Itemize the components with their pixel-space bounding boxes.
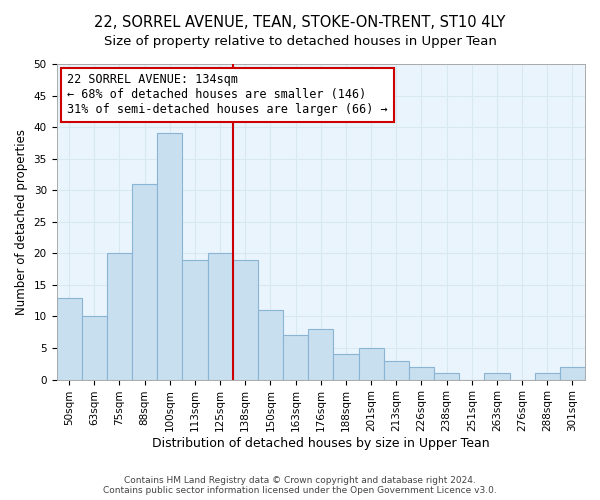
- Bar: [434, 374, 459, 380]
- Y-axis label: Number of detached properties: Number of detached properties: [15, 129, 28, 315]
- Bar: [308, 329, 334, 380]
- Bar: [409, 367, 434, 380]
- Bar: [132, 184, 157, 380]
- Text: 22, SORREL AVENUE, TEAN, STOKE-ON-TRENT, ST10 4LY: 22, SORREL AVENUE, TEAN, STOKE-ON-TRENT,…: [94, 15, 506, 30]
- Bar: [182, 260, 208, 380]
- Bar: [560, 367, 585, 380]
- Bar: [535, 374, 560, 380]
- Bar: [208, 254, 233, 380]
- Bar: [258, 310, 283, 380]
- Bar: [233, 260, 258, 380]
- Text: Contains HM Land Registry data © Crown copyright and database right 2024.
Contai: Contains HM Land Registry data © Crown c…: [103, 476, 497, 495]
- X-axis label: Distribution of detached houses by size in Upper Tean: Distribution of detached houses by size …: [152, 437, 490, 450]
- Bar: [359, 348, 383, 380]
- Bar: [383, 360, 409, 380]
- Bar: [484, 374, 509, 380]
- Bar: [334, 354, 359, 380]
- Bar: [56, 298, 82, 380]
- Bar: [107, 254, 132, 380]
- Bar: [157, 134, 182, 380]
- Text: 22 SORREL AVENUE: 134sqm
← 68% of detached houses are smaller (146)
31% of semi-: 22 SORREL AVENUE: 134sqm ← 68% of detach…: [67, 74, 388, 116]
- Bar: [82, 316, 107, 380]
- Bar: [283, 336, 308, 380]
- Text: Size of property relative to detached houses in Upper Tean: Size of property relative to detached ho…: [104, 35, 496, 48]
